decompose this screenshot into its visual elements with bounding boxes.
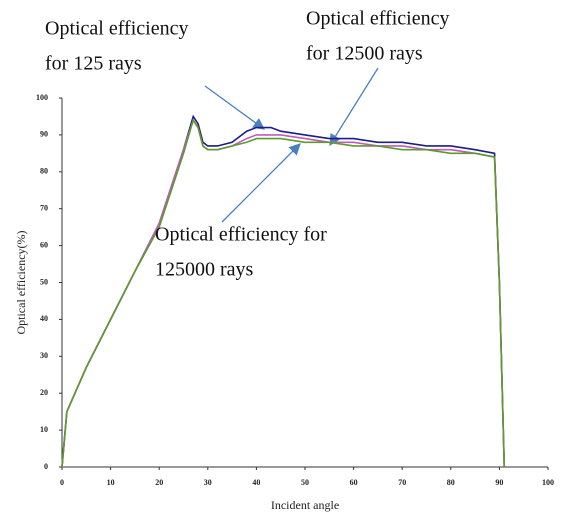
y-tick-label: 50 — [40, 277, 48, 286]
x-tick-label: 60 — [350, 478, 358, 487]
y-tick-label: 10 — [40, 425, 48, 434]
annotation: for 125 rays — [45, 53, 142, 75]
series-line — [61, 118, 506, 468]
annotation: 125000 rays — [155, 259, 254, 281]
annotation: Optical efficiency for — [155, 224, 327, 246]
y-tick-label: 30 — [40, 351, 48, 360]
x-tick-label: 90 — [495, 478, 503, 487]
x-tick-label: 0 — [60, 478, 64, 487]
x-tick-label: 10 — [107, 478, 115, 487]
y-tick-label: 100 — [36, 93, 48, 102]
y-axis-label: Optical efficiency(%) — [14, 230, 28, 334]
y-tick-label: 60 — [40, 240, 48, 249]
annotation: Optical efficiency — [45, 18, 188, 40]
series-line — [61, 118, 506, 468]
x-tick-label: 70 — [398, 478, 406, 487]
arrow — [221, 143, 301, 223]
y-tick-label: 0 — [44, 462, 48, 471]
x-axis-label: Incident angle — [271, 498, 339, 512]
annotation: for 12500 rays — [306, 43, 423, 65]
x-tick-label: 40 — [252, 478, 260, 487]
x-tick-label: 80 — [447, 478, 455, 487]
arrow — [329, 67, 379, 146]
x-tick-label: 50 — [301, 478, 309, 487]
x-tick-label: 20 — [155, 478, 163, 487]
x-tick-label: 30 — [204, 478, 212, 487]
annotation: Optical efficiency — [306, 8, 449, 30]
y-tick-label: 80 — [40, 167, 48, 176]
y-tick-label: 90 — [40, 130, 48, 139]
y-tick-label: 70 — [40, 204, 48, 213]
x-tick-label: 100 — [542, 478, 554, 487]
series-line — [61, 114, 506, 468]
y-tick-label: 40 — [40, 314, 48, 323]
y-tick-label: 20 — [40, 388, 48, 397]
arrow — [204, 85, 265, 130]
